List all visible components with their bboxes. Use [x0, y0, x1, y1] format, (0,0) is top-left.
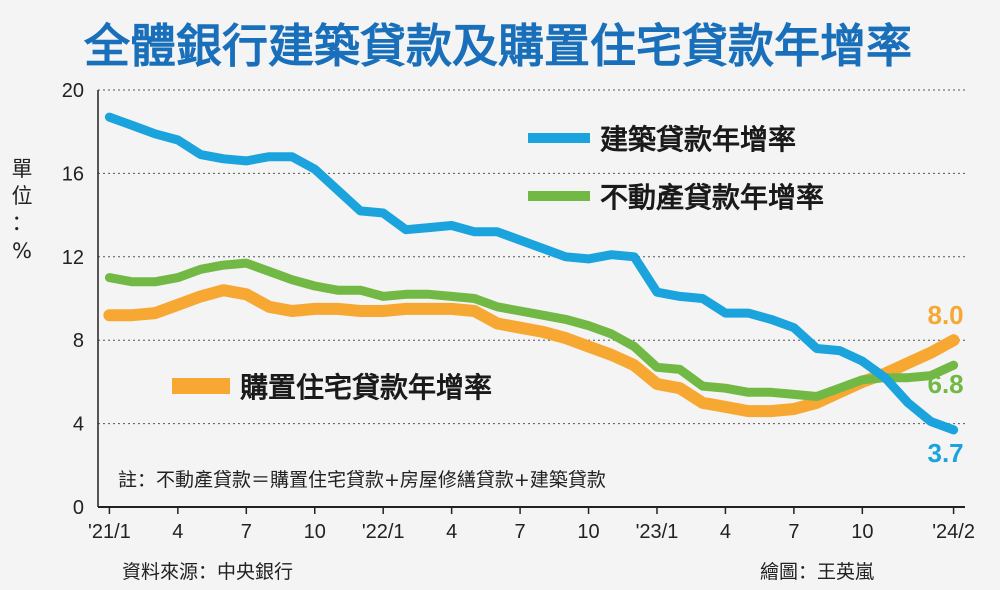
x-tick-label: '21/1: [88, 521, 131, 543]
x-tick-label: 7: [788, 521, 799, 543]
x-tick-label: 10: [851, 521, 873, 543]
series-line-0: [104, 112, 959, 435]
end-label: 3.7: [928, 438, 964, 468]
y-tick-label: 8: [73, 330, 84, 352]
y-tick-label: 16: [62, 163, 84, 185]
x-tick-label: 10: [577, 521, 599, 543]
chart-title: 全體銀行建築貸款及購置住宅貸款年增率: [83, 19, 912, 73]
unit-char: 單: [12, 157, 33, 181]
series-line-1: [104, 258, 959, 401]
x-tick-label: 7: [241, 521, 252, 543]
legend-label-realestate: 不動產貸款年增率: [600, 181, 824, 214]
x-tick-label: 7: [515, 521, 526, 543]
unit-char: 位: [12, 184, 33, 208]
x-tick-label: 4: [446, 521, 457, 543]
series-lines: [103, 112, 960, 435]
x-tick-label: 10: [304, 521, 326, 543]
x-tick-label: '24/2: [932, 521, 975, 543]
end-label: 6.8: [928, 369, 964, 399]
unit-label: 單 位 ： %: [12, 157, 33, 263]
gridlines: [97, 89, 965, 508]
x-axis: '21/1 4 7 10 '22/1 4 7 10 '23/1 4 7 10 '24/2: [88, 507, 975, 543]
series-line-2: [103, 284, 960, 418]
legend-label-construction: 建築貸款年增率: [600, 123, 796, 156]
y-tick-label: 0: [73, 497, 84, 519]
end-labels: 3.7 6.8 8.0: [928, 300, 964, 468]
chart-note: 註：不動產貸款＝購置住宅貸款+房屋修繕貸款+建築貸款: [118, 469, 606, 491]
x-tick-label: 4: [172, 521, 183, 543]
end-label: 8.0: [928, 300, 964, 330]
unit-char: %: [12, 239, 32, 263]
y-tick-label: 12: [62, 247, 84, 269]
source-text: 資料來源：中央銀行: [122, 561, 293, 583]
x-tick-label: 4: [720, 521, 731, 543]
legend: 建築貸款年增率 不動產貸款年增率 購置住宅貸款年增率: [172, 123, 824, 404]
y-tick-label: 20: [62, 80, 84, 102]
legend-label-housing: 購置住宅貸款年增率: [240, 371, 492, 404]
x-tick-label: '23/1: [636, 521, 679, 543]
y-tick-label: 4: [73, 414, 84, 436]
unit-char: ：: [12, 211, 33, 235]
credit-text: 繪圖：王英嵐: [760, 561, 874, 583]
y-axis-ticks: 0 4 8 12 16 20: [62, 80, 84, 519]
x-tick-label: '22/1: [362, 521, 405, 543]
